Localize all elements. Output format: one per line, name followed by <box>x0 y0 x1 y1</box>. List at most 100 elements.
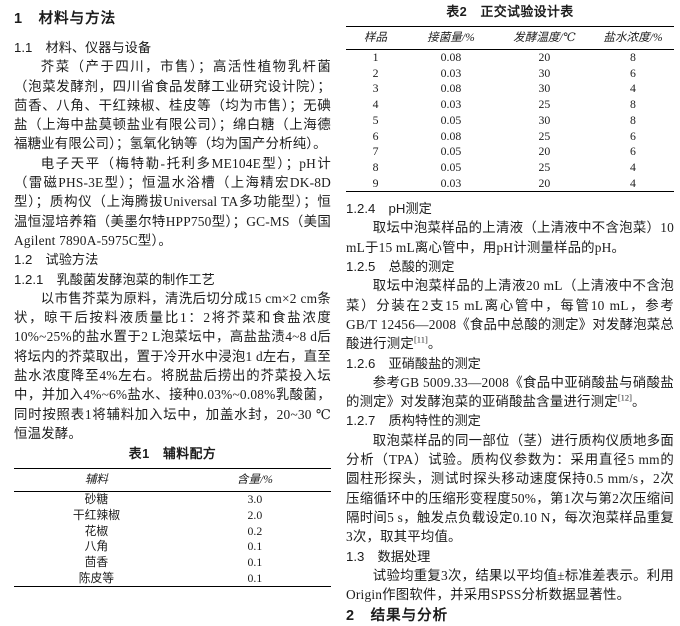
table-cell: 0.1 <box>247 555 263 570</box>
table-cell: 0.05 <box>440 159 462 174</box>
table-cell: 4 <box>372 97 379 112</box>
table-cell: 30 <box>538 112 551 127</box>
table-cell: 0.08 <box>440 50 462 65</box>
section-heading-1-3: 1.3 数据处理 <box>346 548 431 564</box>
table-cell: 3.0 <box>247 492 263 507</box>
table-row: 7 0.05 20 6 <box>346 144 674 160</box>
table1-auxiliary-formula: 辅料 含量/% 砂糖 3.0 干红辣椒 2.0 花椒 0.2 八角 0.1 茴香 0.1 … <box>14 468 331 588</box>
table-cell: 8 <box>630 50 636 65</box>
table-cell: 6 <box>372 128 379 143</box>
table-cell: 0.03 <box>440 65 462 80</box>
table-cell: 0.03 <box>440 175 462 190</box>
column-header: 盐水浓度/% <box>591 26 674 50</box>
table-cell: 陈皮等 <box>78 570 115 585</box>
table-cell: 6 <box>630 128 636 143</box>
table-cell: 2 <box>372 65 379 80</box>
table-cell: 20 <box>538 50 551 65</box>
table2-caption: 表2 正交试验设计表 <box>446 4 574 19</box>
table-cell: 30 <box>538 65 551 80</box>
table-cell: 茴香 <box>84 555 109 570</box>
table2-header-row: 样品 接菌量/% 发酵温度/℃ 盐水浓度/% <box>346 26 674 50</box>
table-cell: 8 <box>372 159 379 174</box>
table-cell: 25 <box>538 97 551 112</box>
paragraph-instruments: 电子天平（梅特勒-托利多ME104E型）；pH计（雷磁PHS-3E型）；恒温水浴… <box>14 155 331 248</box>
paragraph-nitrite-text: 参考GB 5009.33—2008《食品中亚硝酸盐与硝酸盐的测定》对发酵泡菜的亚… <box>346 374 674 410</box>
table-cell: 八角 <box>84 539 109 554</box>
table-row: 5 0.05 30 8 <box>346 113 674 129</box>
table-cell: 25 <box>538 159 551 174</box>
table-row: 1 0.08 20 8 <box>346 50 674 66</box>
section-heading-1: 1 材料与方法 <box>14 11 117 27</box>
citation-ref-12: [12] <box>617 392 632 403</box>
table2-orthogonal-design: 样品 接菌量/% 发酵温度/℃ 盐水浓度/% 1 0.08 20 8 2 0.03 30 6… <box>346 26 674 193</box>
column-header: 发酵温度/℃ <box>496 26 592 50</box>
table-cell: 4 <box>630 175 636 190</box>
table-cell: 花椒 <box>84 523 109 538</box>
section-heading-1-2-1: 1.2.1 乳酸菌发酵泡菜的制作工艺 <box>14 271 215 287</box>
citation-ref-11: [11] <box>413 334 428 345</box>
section-heading-1-2: 1.2 试验方法 <box>14 252 99 268</box>
table-cell: 6 <box>630 144 636 159</box>
table-cell: 0.1 <box>247 539 263 554</box>
paragraph-ph: 取坛中泡菜样品的上清液（上清液中不含泡菜）10 mL于15 mL离心管中，用pH… <box>346 220 674 255</box>
table-row: 9 0.03 20 4 <box>346 176 674 192</box>
table-cell: 5 <box>372 112 379 127</box>
table-cell: 4 <box>630 159 636 174</box>
paragraph-materials: 芥菜（产于四川，市售）；高活性植物乳杆菌（泡菜发酵剂，四川省食品发酵工业研究设计… <box>14 59 331 152</box>
section-heading-1-2-5: 1.2.5 总酸的测定 <box>346 259 455 275</box>
column-header: 辅料 <box>14 468 179 493</box>
table-cell: 0.05 <box>440 112 462 127</box>
table-row: 4 0.03 25 8 <box>346 97 674 113</box>
table-cell: 0.08 <box>440 81 462 96</box>
paragraph-nitrite-tail: 。 <box>631 394 646 410</box>
section-heading-1-1: 1.1 材料、仪器与设备 <box>14 40 152 55</box>
table-row: 6 0.08 25 6 <box>346 128 674 144</box>
table-cell: 7 <box>372 144 379 159</box>
table-cell: 0.05 <box>440 144 462 159</box>
table-cell: 0.1 <box>247 570 263 585</box>
paragraph-nitrite: 参考GB 5009.33—2008《食品中亚硝酸盐与硝酸盐的测定》对发酵泡菜的亚… <box>346 373 674 412</box>
paragraph-total-acid: 取坛中泡菜样品的上清液20 mL（上清液中不含泡菜）分装在2支15 mL离心管中… <box>346 276 674 353</box>
paragraph-tpa: 取泡菜样品的同一部位（茎）进行质构仪质地多面分析（TPA）试验。质构仪参数为：采… <box>346 432 674 545</box>
table-row: 2 0.03 30 6 <box>346 66 674 82</box>
table-cell: 20 <box>538 175 551 190</box>
table1-caption: 表1 辅料配方 <box>128 446 217 462</box>
table-cell: 干红辣椒 <box>72 508 121 523</box>
section-heading-1-2-7: 1.2.7 质构特性的测定 <box>346 413 481 429</box>
column-header: 接菌量/% <box>405 26 497 50</box>
table-cell: 0.08 <box>440 128 462 143</box>
table-cell: 8 <box>630 97 636 112</box>
section-heading-1-2-6: 1.2.6 亚硝酸盐的测定 <box>346 355 481 371</box>
paragraph-total-acid-tail: 。 <box>427 336 442 352</box>
table-cell: 3 <box>372 81 379 96</box>
table-cell: 0.2 <box>247 523 263 538</box>
table-row: 3 0.08 30 4 <box>346 81 674 97</box>
table-cell: 砂糖 <box>84 492 109 507</box>
section-heading-2-partial: 2 结果与分析 <box>346 608 449 625</box>
table-row: 砂糖 3.0 <box>14 492 331 508</box>
section-heading-1-2-4: 1.2.4 pH测定 <box>346 201 432 217</box>
table-row: 茴香 0.1 <box>14 555 331 571</box>
table1-header-row: 辅料 含量/% <box>14 468 331 493</box>
table-cell: 20 <box>538 144 551 159</box>
table-cell: 25 <box>538 128 551 143</box>
table-cell: 0.03 <box>440 97 462 112</box>
paper-page: 1 材料与方法 1.1 材料、仪器与设备 芥菜（产于四川，市售）；高活性植物乳杆… <box>14 4 674 625</box>
paragraph-total-acid-text: 取坛中泡菜样品的上清液20 mL（上清液中不含泡菜）分装在2支15 mL离心管中… <box>346 278 674 352</box>
table-row: 八角 0.1 <box>14 539 331 555</box>
table-cell: 8 <box>630 112 636 127</box>
table-row: 花椒 0.2 <box>14 524 331 540</box>
paragraph-process: 以市售芥菜为原料，清洗后切分成15 cm×2 cm条状，晾干后按料液质量比1：2… <box>14 290 331 441</box>
paragraph-statistics: 试验均重复3次，结果以平均值±标准差表示。利用Origin作图软件，并采用SPS… <box>346 567 674 603</box>
table-cell: 4 <box>630 81 636 96</box>
table-cell: 30 <box>538 81 551 96</box>
right-column: 表2 正交试验设计表 样品 接菌量/% 发酵温度/℃ 盐水浓度/% 1 0.08 2… <box>346 0 674 626</box>
column-header: 样品 <box>346 26 406 50</box>
table-cell: 6 <box>630 65 636 80</box>
table-cell: 1 <box>372 50 379 65</box>
table-cell: 9 <box>372 175 379 190</box>
table-row: 陈皮等 0.1 <box>14 571 331 587</box>
table-cell: 2.0 <box>247 508 263 523</box>
table-row: 干红辣椒 2.0 <box>14 508 331 524</box>
column-header: 含量/% <box>178 468 331 493</box>
